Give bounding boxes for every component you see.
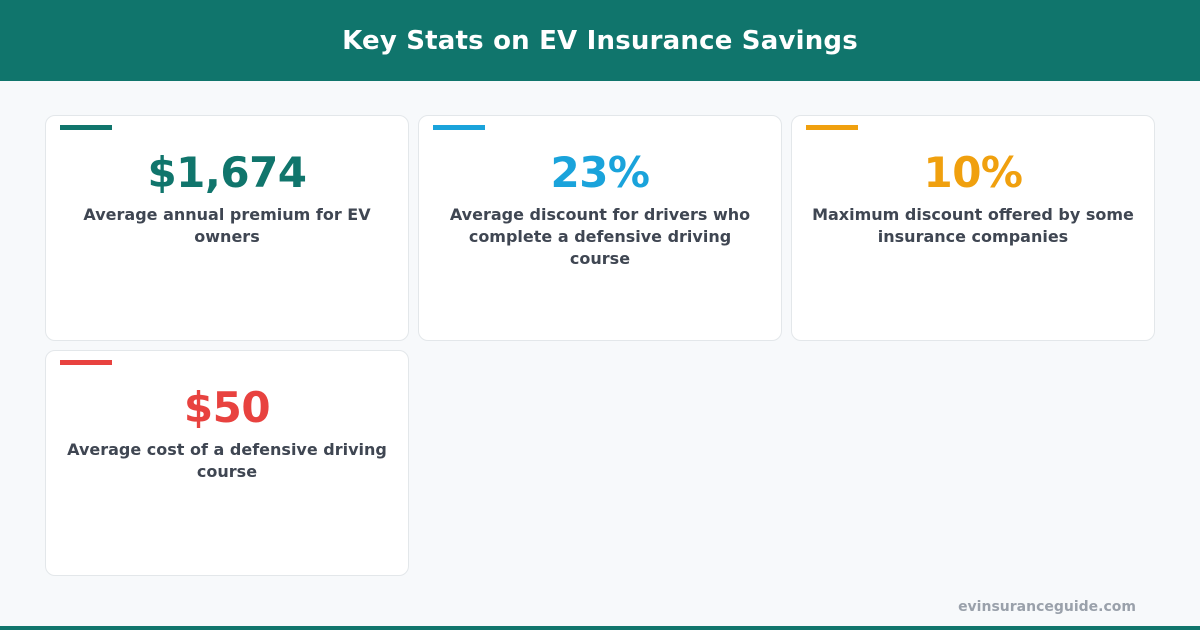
footer-site-url: evinsuranceguide.com (958, 599, 1136, 615)
bottom-accent-bar (0, 626, 1200, 630)
stat-card-course-cost: $50 Average cost of a defensive driving … (45, 350, 409, 576)
stat-description: Average discount for drivers who complet… (449, 205, 751, 268)
stat-value: $1,674 (147, 148, 307, 197)
stat-description: Maximum discount offered by some insuran… (812, 205, 1134, 246)
card-accent-bar (60, 360, 112, 365)
stat-description: Average annual premium for EV owners (83, 205, 371, 246)
stat-value: 10% (923, 148, 1023, 197)
header-banner: Key Stats on EV Insurance Savings (0, 0, 1200, 81)
card-accent-bar (806, 125, 858, 130)
page-title: Key Stats on EV Insurance Savings (342, 25, 858, 56)
stat-card-defensive-discount: 23% Average discount for drivers who com… (418, 115, 782, 341)
stat-card-annual-premium: $1,674 Average annual premium for EV own… (45, 115, 409, 341)
card-accent-bar (433, 125, 485, 130)
stat-description: Average cost of a defensive driving cour… (67, 440, 387, 481)
stat-value: $50 (183, 383, 271, 432)
card-accent-bar (60, 125, 112, 130)
stat-value: 23% (550, 148, 650, 197)
stat-card-max-discount: 10% Maximum discount offered by some ins… (791, 115, 1155, 341)
